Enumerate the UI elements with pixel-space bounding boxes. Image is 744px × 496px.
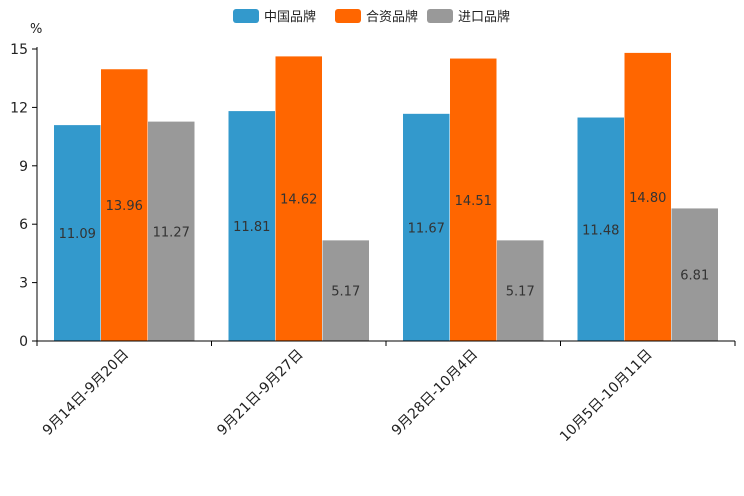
bar-value-label: 11.09 (59, 227, 96, 242)
x-tick-label: 9月28日-10月4日 (389, 347, 481, 439)
x-tick-label: 10月5日-10月11日 (557, 347, 656, 446)
bar (624, 52, 671, 341)
bar-value-label: 14.80 (629, 191, 666, 206)
x-tick-label: 9月14日-9月20日 (40, 347, 132, 439)
bar (671, 208, 718, 341)
legend: 中国品牌 合资品牌 进口品牌 (233, 9, 510, 25)
x-tick-label: 9月21日-9月27日 (214, 347, 306, 439)
bar (450, 58, 497, 341)
bar (322, 240, 369, 341)
bar (577, 117, 624, 341)
y-axis-unit-label: % (30, 22, 42, 37)
bar-value-label: 13.96 (106, 199, 143, 214)
legend-label: 进口品牌 (458, 9, 510, 25)
bar (228, 111, 275, 341)
legend-swatch (427, 9, 453, 23)
bar-value-label: 5.17 (506, 285, 535, 300)
bar (497, 240, 544, 341)
bar-value-label: 11.27 (153, 225, 190, 240)
bars-group: 11.09 13.96 11.27 11.81 14.62 5.17 11.67 14.51 5… (54, 52, 718, 342)
bar (101, 69, 148, 341)
bar-value-label: 14.51 (455, 194, 492, 209)
y-axis: 0 3 6 9 12 15 (10, 42, 38, 350)
y-tick-label: 15 (10, 42, 28, 58)
bar-value-label: 5.17 (331, 285, 360, 300)
bar (275, 56, 322, 341)
bar-value-label: 14.62 (280, 193, 317, 208)
bar-value-label: 11.67 (408, 221, 445, 236)
bar-value-label: 11.48 (582, 223, 619, 238)
y-tick-label: 3 (19, 276, 28, 292)
bar (148, 121, 195, 342)
y-tick-label: 12 (10, 100, 28, 116)
bar (403, 113, 450, 341)
legend-label: 合资品牌 (366, 9, 418, 25)
y-tick-label: 9 (19, 159, 28, 175)
bar (54, 125, 101, 341)
x-axis: 9月14日-9月20日 9月21日-9月27日 9月28日-10月4日 10月5日-1… (36, 340, 736, 446)
bar-value-label: 6.81 (680, 269, 709, 284)
bar-value-label: 11.81 (233, 220, 270, 235)
legend-swatch (335, 9, 361, 23)
legend-label: 中国品牌 (264, 9, 316, 25)
y-tick-label: 0 (19, 334, 28, 350)
legend-swatch (233, 9, 259, 23)
y-tick-label: 6 (19, 217, 28, 233)
